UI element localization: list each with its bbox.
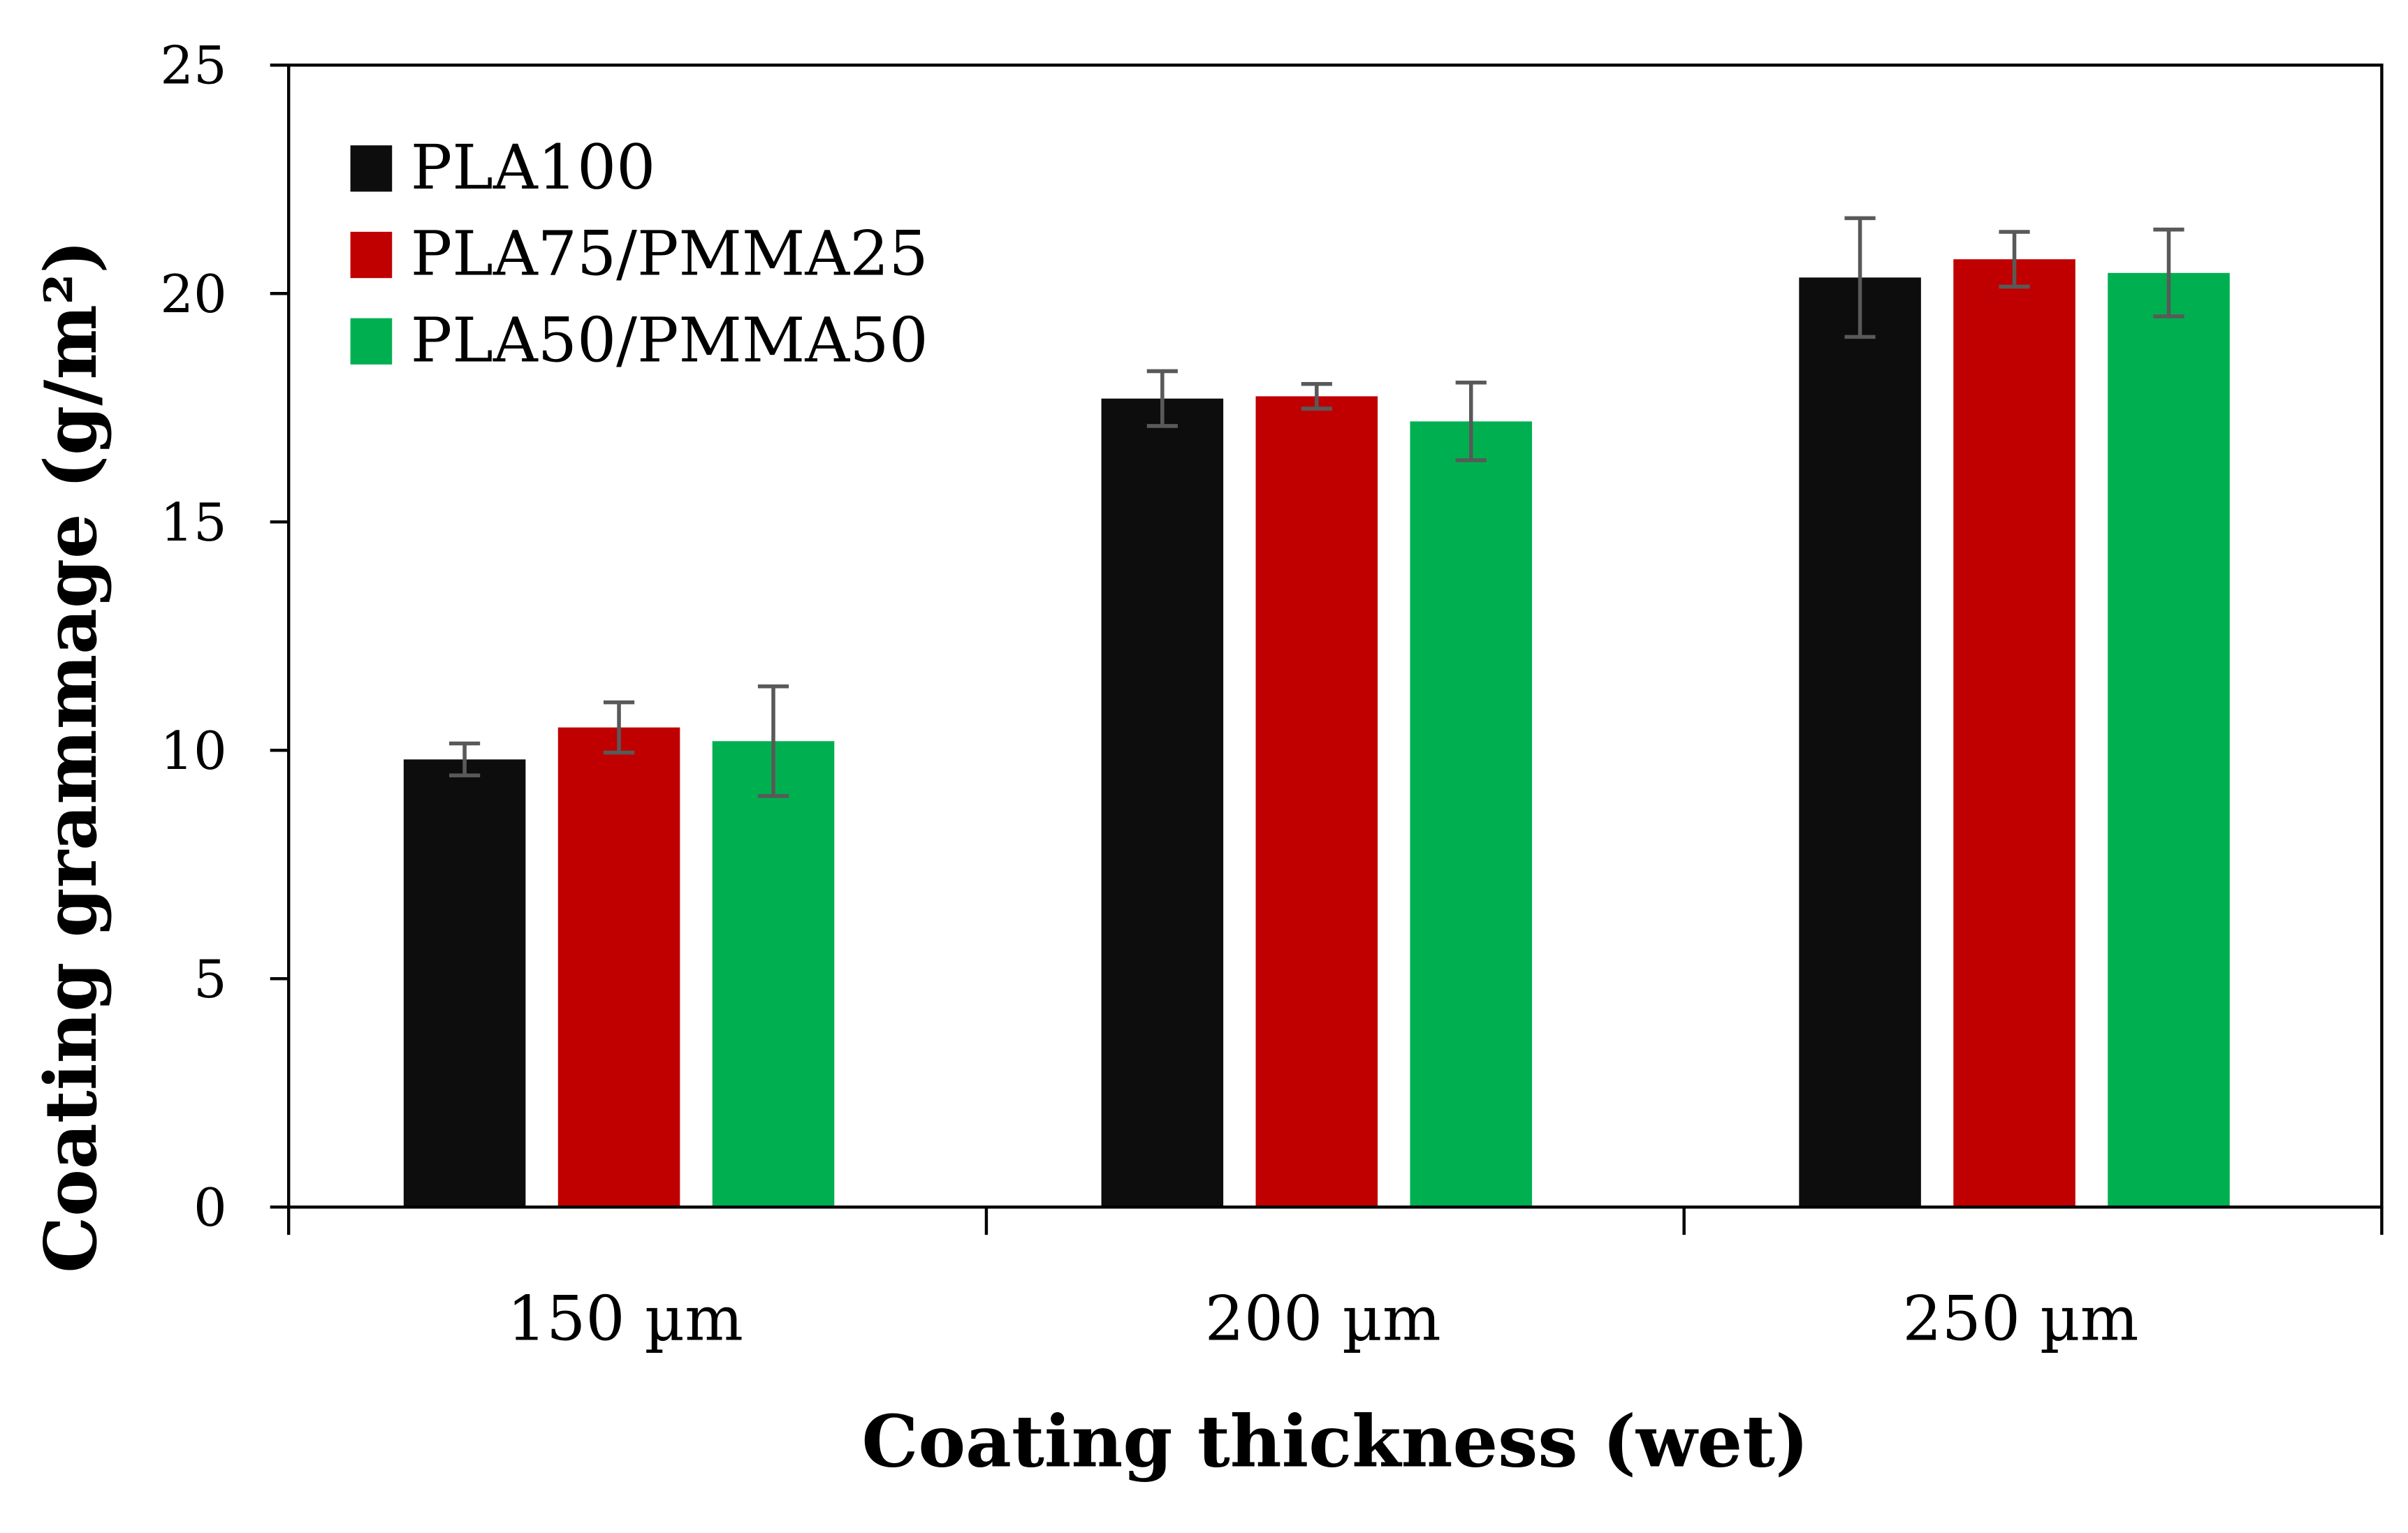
x-tick-label: 200 µm [1205,1282,1441,1354]
plot-frame [286,64,2384,1209]
bar [557,727,680,1208]
y-tick-label: 25 [160,35,227,96]
legend-swatch [350,318,393,365]
y-tick-label: 10 [160,720,227,782]
bar [1101,398,1224,1208]
bar [1799,277,1921,1208]
x-axis-title: Coating thickness (wet) [861,1400,1809,1483]
y-axis-title: Coating grammage (g/m²) [29,240,112,1273]
bars-layer [403,259,2230,1208]
bar [1410,421,1533,1208]
y-tick-label: 15 [160,492,227,553]
y-tick-label: 0 [194,1177,227,1238]
bar [1953,259,2075,1208]
bar [1255,396,1378,1208]
y-tick-label: 20 [160,263,227,325]
x-axis: 150 µm 200 µm 250 µm [286,1207,2384,1354]
x-tick-label: 250 µm [1902,1282,2138,1354]
legend-label: PLA50/PMMA50 [411,304,928,376]
legend: PLA100 PLA75/PMMA25 PLA50/PMMA50 [350,131,928,376]
error-bars-layer [448,216,2184,798]
x-tick-label: 150 µm [507,1282,743,1354]
bar [403,759,526,1208]
legend-swatch [350,231,393,279]
y-tick-label: 5 [194,948,227,1010]
legend-label: PLA100 [411,131,656,203]
legend-swatch [350,145,393,192]
bar [2108,272,2230,1208]
legend-label: PLA75/PMMA25 [411,218,928,290]
y-axis: 0 5 10 15 20 25 [160,35,289,1238]
bar [712,741,835,1208]
